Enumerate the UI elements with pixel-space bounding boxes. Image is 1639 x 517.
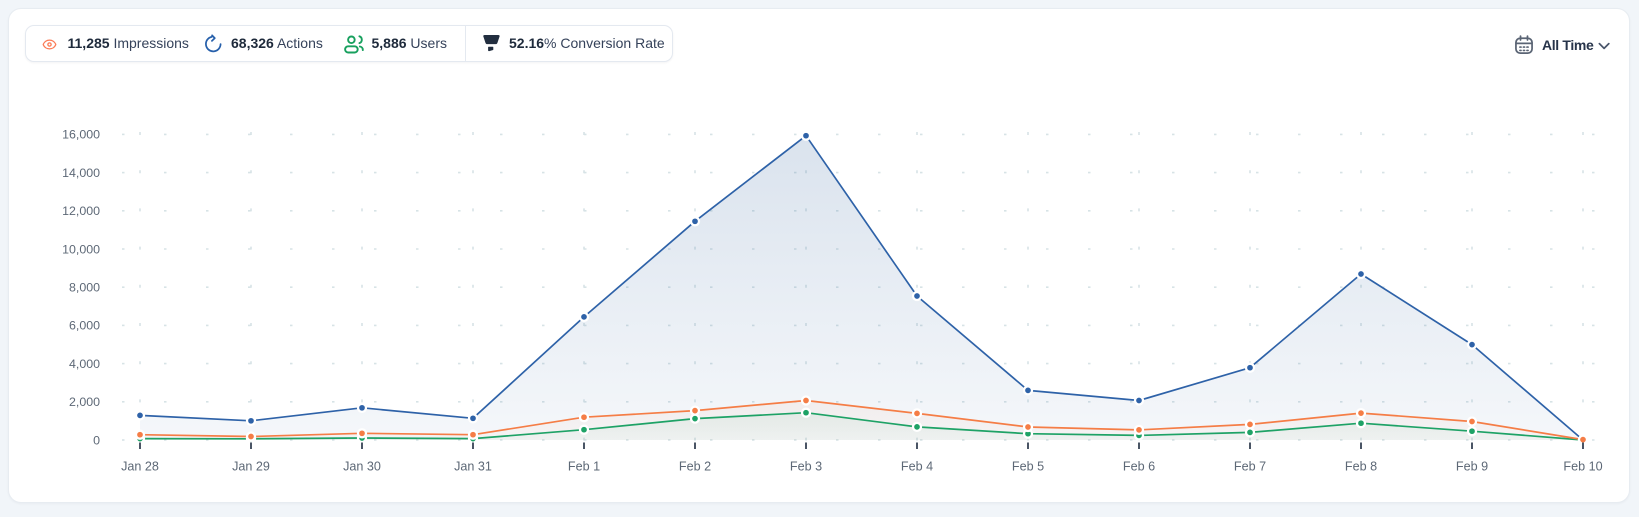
svg-text:Jan 31: Jan 31 <box>454 459 492 473</box>
svg-text:10,000: 10,000 <box>62 242 100 256</box>
svg-text:0: 0 <box>93 433 100 447</box>
svg-text:Feb 7: Feb 7 <box>1234 459 1266 473</box>
svg-text:4,000: 4,000 <box>69 357 100 371</box>
svg-text:2,000: 2,000 <box>69 395 100 409</box>
svg-text:16,000: 16,000 <box>62 128 100 142</box>
svg-text:6,000: 6,000 <box>69 319 100 333</box>
svg-text:Feb 4: Feb 4 <box>901 459 933 473</box>
svg-text:Jan 30: Jan 30 <box>343 459 381 473</box>
svg-text:Feb 1: Feb 1 <box>568 459 600 473</box>
svg-text:Feb 10: Feb 10 <box>1563 459 1602 473</box>
svg-text:Feb 5: Feb 5 <box>1012 459 1044 473</box>
svg-text:Jan 29: Jan 29 <box>232 459 270 473</box>
svg-text:Feb 6: Feb 6 <box>1123 459 1155 473</box>
svg-text:12,000: 12,000 <box>62 204 100 218</box>
svg-text:Feb 8: Feb 8 <box>1345 459 1377 473</box>
svg-text:Jan 28: Jan 28 <box>121 459 159 473</box>
svg-text:Feb 2: Feb 2 <box>679 459 711 473</box>
svg-text:8,000: 8,000 <box>69 281 100 295</box>
svg-text:Feb 9: Feb 9 <box>1456 459 1488 473</box>
svg-text:Feb 3: Feb 3 <box>790 459 822 473</box>
svg-text:14,000: 14,000 <box>62 166 100 180</box>
